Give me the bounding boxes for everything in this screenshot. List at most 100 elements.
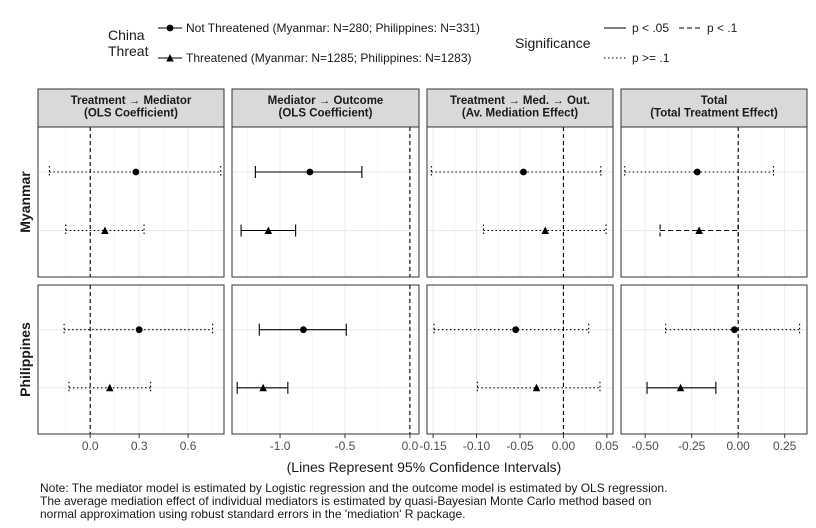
panel-background bbox=[232, 285, 419, 434]
legend-item-not-threatened: Not Threatened (Myanmar: N=280; Philippi… bbox=[158, 21, 480, 35]
panel-2: Mediator → Outcome(OLS Coefficient) -1.0 -… bbox=[231, 88, 420, 453]
estimate-philippines-threatened bbox=[68, 381, 152, 394]
x-axis-label: (Lines Represent 95% Confidence Interval… bbox=[287, 459, 562, 475]
estimate-philippines-not-threatened bbox=[433, 323, 590, 336]
row-label-philippines: Philippines bbox=[17, 322, 33, 397]
x-axis-panel-1: 0.0 0.3 0.6 bbox=[82, 434, 197, 453]
x-tick-label: -0.25 bbox=[678, 439, 706, 453]
panel-border bbox=[620, 284, 808, 435]
row-label-myanmar: Myanmar bbox=[17, 171, 33, 233]
legend-group-title-line-1: China bbox=[108, 27, 145, 43]
point-estimate-circle bbox=[300, 326, 307, 334]
estimate-philippines-threatened bbox=[236, 381, 289, 394]
point-estimate-circle bbox=[512, 326, 520, 334]
estimate-myanmar-threatened bbox=[240, 224, 297, 237]
estimate-philippines-threatened bbox=[646, 381, 717, 394]
point-estimate-triangle bbox=[695, 226, 703, 234]
row-strips: Myanmar Philippines bbox=[17, 171, 33, 397]
x-tick-label: -0.50 bbox=[632, 439, 660, 453]
panel-cell-myanmar bbox=[231, 126, 420, 278]
point-estimate-triangle bbox=[532, 383, 541, 392]
panel-title-line-2: (Av. Mediation Effect) bbox=[462, 108, 578, 120]
panel-border bbox=[231, 284, 420, 435]
footnote-line-2: The average mediation effect of individu… bbox=[40, 494, 651, 508]
legend-significance-p1: p < .1 bbox=[679, 21, 738, 35]
legend-significance-p05: p < .05 bbox=[604, 21, 669, 35]
x-tick-label: -0.15 bbox=[419, 439, 447, 453]
footnote-line-1: Note: The mediator model is estimated by… bbox=[40, 481, 667, 495]
estimate-myanmar-threatened bbox=[65, 224, 145, 237]
estimate-philippines-threatened bbox=[476, 381, 601, 394]
point-estimate-circle bbox=[520, 168, 527, 176]
panel-title-line-2: (OLS Coefficient) bbox=[279, 108, 373, 120]
panel-3: Treatment → Med. → Out.(Av. Mediation Ef… bbox=[419, 88, 619, 453]
x-tick-label: 0.05 bbox=[595, 439, 619, 453]
panel-cell-myanmar bbox=[37, 126, 225, 278]
panel-cell-myanmar bbox=[620, 126, 808, 278]
legend-significance-pn: p >= .1 bbox=[604, 51, 670, 65]
x-tick-label: 0.00 bbox=[727, 439, 751, 453]
estimate-philippines-not-threatened bbox=[258, 323, 347, 336]
legend-item-threatened: Threatened (Myanmar: N=1285; Philippines… bbox=[158, 51, 472, 65]
x-tick-label: 0.00 bbox=[552, 439, 576, 453]
point-estimate-circle bbox=[135, 326, 143, 334]
panel-strip: Treatment → Med. → Out.(Av. Mediation Ef… bbox=[426, 88, 614, 128]
x-tick-label: -0.10 bbox=[463, 439, 491, 453]
panel-title-line-1: Treatment → Med. → Out. bbox=[450, 95, 590, 107]
x-axis-panel-3: -0.15 -0.10 -0.05 0.00 0.05 bbox=[419, 434, 619, 453]
legend-significance-label: p >= .1 bbox=[632, 51, 670, 65]
panel-cell-philippines bbox=[426, 284, 614, 435]
point-estimate-triangle bbox=[264, 226, 273, 234]
panel-strip-background bbox=[231, 88, 420, 128]
x-tick-label: 0.3 bbox=[131, 439, 148, 453]
x-axis-panel-4: -0.50 -0.25 0.00 0.25 bbox=[632, 434, 797, 453]
panel-background bbox=[38, 127, 224, 277]
x-tick-label: 0.25 bbox=[773, 439, 797, 453]
panel-border bbox=[620, 126, 808, 278]
x-tick-label: -1.0 bbox=[270, 439, 291, 453]
point-estimate-circle bbox=[731, 326, 738, 334]
legend-group-title-line-2: Threat bbox=[108, 43, 149, 59]
panel-cell-philippines bbox=[620, 284, 808, 435]
point-estimate-triangle bbox=[106, 383, 114, 392]
footnote-line-3: normal approximation using robust standa… bbox=[40, 507, 465, 521]
legend-item-label: Not Threatened (Myanmar: N=280; Philippi… bbox=[186, 21, 480, 35]
panel-border bbox=[426, 126, 614, 278]
x-tick-label: 0.0 bbox=[82, 439, 99, 453]
panel-border bbox=[37, 284, 225, 435]
panel-border bbox=[231, 126, 420, 278]
panel-title-line-2: (Total Treatment Effect) bbox=[650, 108, 778, 120]
legend-significance-title: Significance bbox=[515, 35, 591, 51]
point-estimate-triangle bbox=[259, 383, 267, 392]
panel-title-line-1: Total bbox=[701, 95, 728, 107]
estimate-myanmar-not-threatened bbox=[48, 166, 222, 178]
panel-title-line-2: (OLS Coefficient) bbox=[84, 108, 178, 120]
panel-strip-background bbox=[620, 88, 808, 128]
panel-cell-philippines bbox=[37, 284, 225, 435]
estimate-myanmar-not-threatened bbox=[430, 166, 602, 178]
legend-triangle-marker bbox=[166, 54, 174, 62]
legend-significance-label: p < .05 bbox=[632, 21, 669, 35]
point-estimate-circle bbox=[693, 168, 701, 176]
panel-title-line-1: Treatment → Mediator bbox=[71, 95, 192, 107]
panel-background bbox=[621, 285, 807, 434]
panel-border bbox=[37, 126, 225, 278]
estimate-philippines-not-threatened bbox=[665, 323, 801, 336]
panel-background bbox=[232, 127, 419, 277]
x-tick-label: 0.6 bbox=[180, 439, 197, 453]
point-estimate-circle bbox=[306, 168, 314, 176]
panel-1: Treatment → Mediator(OLS Coefficient) 0.0… bbox=[37, 88, 225, 453]
x-tick-label: -0.5 bbox=[335, 439, 356, 453]
legend-item-label: Threatened (Myanmar: N=1285; Philippines… bbox=[186, 51, 472, 65]
legend-circle-marker bbox=[166, 24, 174, 32]
panel-title-line-1: Mediator → Outcome bbox=[268, 95, 384, 107]
estimate-myanmar-not-threatened bbox=[624, 166, 775, 178]
x-tick-label: 0.0 bbox=[402, 439, 419, 453]
panel-cell-myanmar bbox=[426, 126, 614, 278]
estimate-myanmar-threatened bbox=[659, 224, 739, 237]
x-tick-label: -0.05 bbox=[506, 439, 534, 453]
point-estimate-triangle bbox=[676, 383, 685, 392]
panel-strip: Treatment → Mediator(OLS Coefficient) bbox=[37, 88, 225, 128]
